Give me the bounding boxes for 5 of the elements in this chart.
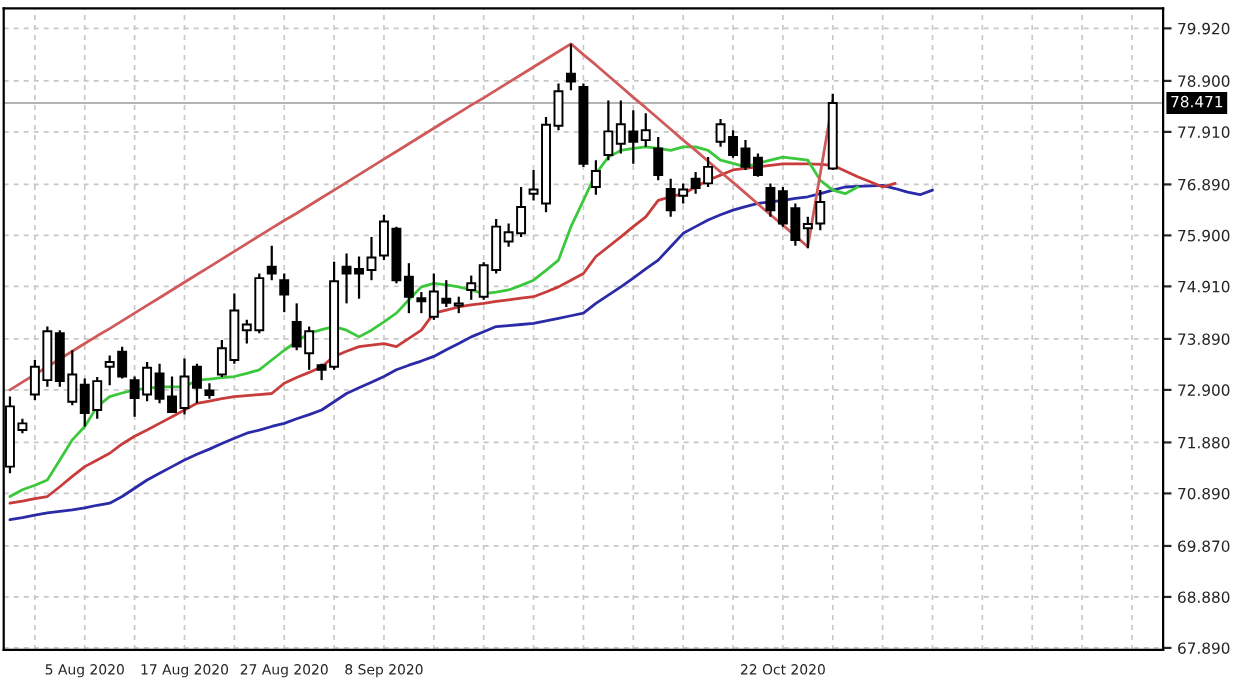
candlestick bbox=[279, 272, 290, 314]
candlestick bbox=[590, 159, 601, 196]
candlestick bbox=[565, 42, 576, 92]
candlestick bbox=[266, 244, 277, 282]
candlestick bbox=[653, 135, 664, 182]
